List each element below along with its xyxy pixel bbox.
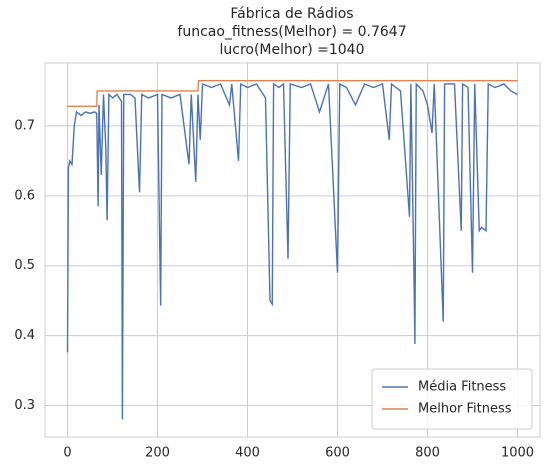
chart-title: funcao_fitness(Melhor) = 0.7647 — [177, 24, 406, 40]
chart-title: lucro(Melhor) =1040 — [220, 42, 365, 58]
x-tick-label: 600 — [325, 446, 350, 461]
y-tick-label: 0.6 — [14, 188, 35, 203]
legend-label: Média Fitness — [418, 380, 506, 395]
x-tick-label: 800 — [415, 446, 440, 461]
x-tick-label: 400 — [235, 446, 260, 461]
y-tick-label: 0.4 — [14, 328, 35, 343]
x-tick-label: 0 — [63, 446, 71, 461]
y-tick-label: 0.5 — [14, 258, 35, 273]
series-line — [66, 82, 518, 420]
y-tick-label: 0.3 — [14, 398, 35, 413]
x-tick-label: 1000 — [501, 446, 534, 461]
legend-box — [371, 368, 533, 430]
x-tick-label: 200 — [145, 446, 170, 461]
chart-title: Fábrica de Rádios — [230, 6, 353, 22]
legend-label: Melhor Fitness — [418, 402, 512, 417]
y-tick-label: 0.7 — [14, 118, 35, 133]
series-line — [67, 79, 518, 108]
